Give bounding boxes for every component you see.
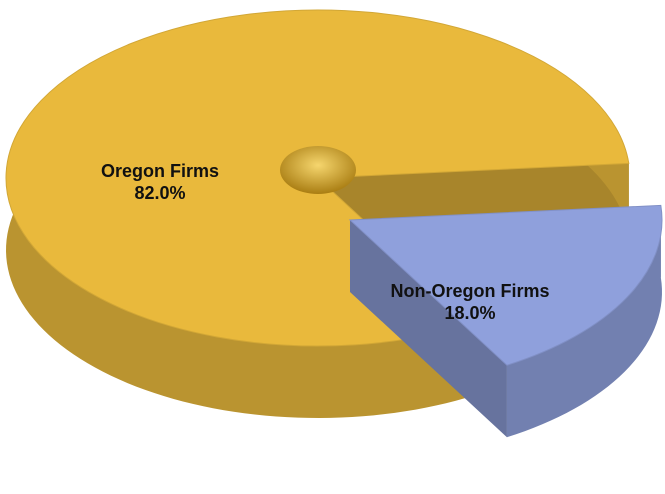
value-label: 18.0%: [444, 303, 495, 323]
slice-side: [506, 205, 662, 438]
slice: [348, 204, 663, 366]
slice-cut-face: [350, 220, 507, 438]
category-label: Non-Oregon Firms: [390, 281, 549, 301]
category-label: Oregon Firms: [101, 161, 219, 181]
slice-label: Non-Oregon Firms 18.0%: [390, 281, 549, 323]
center-hole: [280, 146, 356, 194]
slice: Non-Oregon Firms 18.0%: [348, 204, 663, 438]
slice-label: Oregon Firms 82.0%: [101, 161, 219, 203]
value-label: 82.0%: [134, 183, 185, 203]
